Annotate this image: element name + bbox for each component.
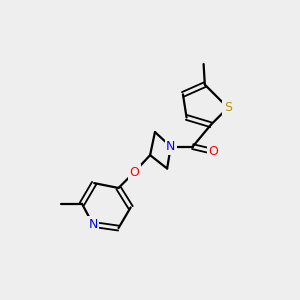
Text: O: O xyxy=(129,166,139,179)
Text: S: S xyxy=(224,101,232,114)
Text: O: O xyxy=(208,145,218,158)
Text: N: N xyxy=(88,218,98,231)
Text: N: N xyxy=(166,140,176,153)
